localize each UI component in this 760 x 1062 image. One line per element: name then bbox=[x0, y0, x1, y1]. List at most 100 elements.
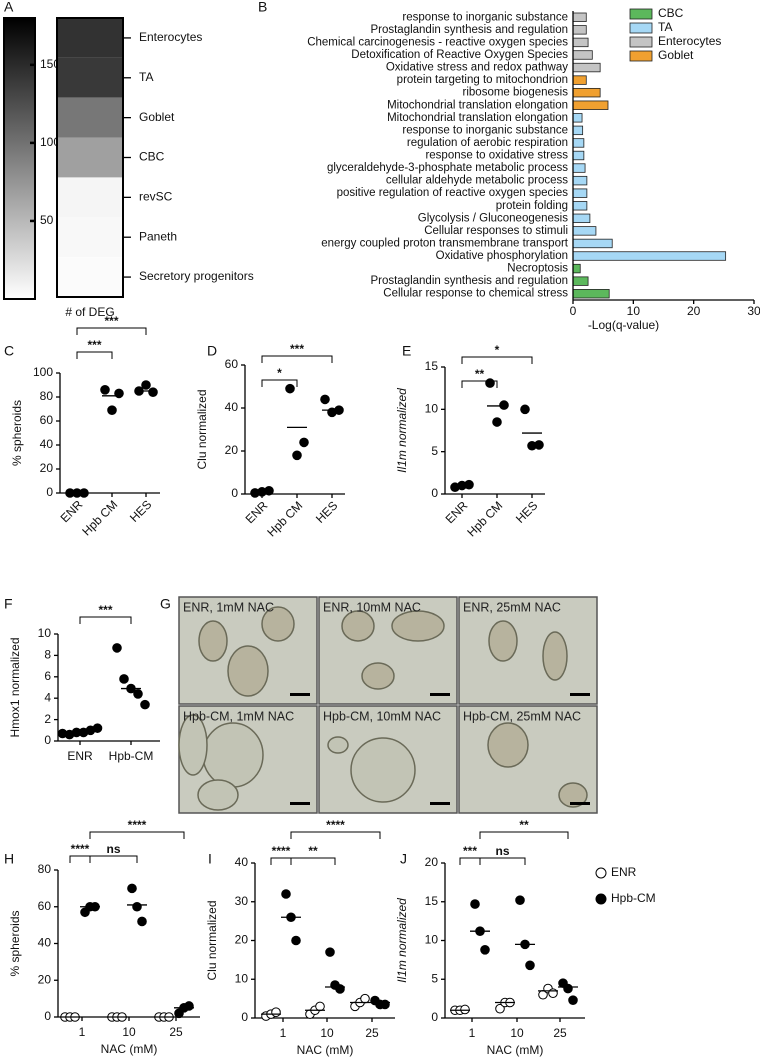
category-label: Secretory progenitors bbox=[139, 269, 254, 283]
y-axis-label: Hmox1 normalized bbox=[8, 637, 22, 737]
organoid bbox=[542, 631, 568, 681]
y-tick-label: 40 bbox=[235, 855, 249, 869]
category-label: energy coupled proton transmembrane tran… bbox=[321, 237, 569, 249]
y-tick-label: 10 bbox=[235, 971, 249, 985]
significance-label: *** bbox=[87, 338, 101, 352]
data-point bbox=[515, 895, 525, 906]
scale-bar bbox=[570, 693, 590, 696]
significance-label: *** bbox=[104, 314, 118, 328]
y-tick-label: 60 bbox=[38, 899, 52, 913]
colorbar-tick-label: 100 bbox=[40, 135, 60, 149]
data-point bbox=[380, 999, 390, 1010]
category-label: Detoxification of Reactive Oxygen Specie… bbox=[351, 49, 568, 61]
panel-letter: B bbox=[258, 0, 267, 15]
data-point bbox=[285, 383, 295, 394]
y-tick-label: 20 bbox=[38, 972, 52, 986]
x-tick-label: 10 bbox=[627, 304, 641, 318]
significance-bracket bbox=[89, 831, 185, 839]
data-point bbox=[107, 405, 117, 416]
legend-label: Goblet bbox=[658, 48, 694, 62]
x-tick-label: 20 bbox=[687, 304, 701, 318]
significance-label: **** bbox=[326, 818, 345, 832]
x-tick-label: HES bbox=[313, 498, 340, 525]
significance-bracket bbox=[79, 616, 132, 624]
organoid bbox=[341, 610, 375, 642]
y-tick-label: 0 bbox=[231, 486, 238, 500]
bar bbox=[572, 12, 587, 22]
data-point bbox=[132, 901, 142, 912]
y-tick-label: 60 bbox=[40, 413, 54, 427]
y-axis-label: % spheroids bbox=[8, 910, 22, 976]
category-label: Prostaglandin synthesis and regulation bbox=[370, 24, 568, 36]
colorbar-tick-label: 150 bbox=[40, 57, 60, 71]
panel-letter: F bbox=[4, 596, 13, 612]
x-axis-label: NAC (mM) bbox=[101, 1042, 158, 1056]
x-tick-label: 0 bbox=[570, 304, 577, 318]
legend-marker bbox=[595, 893, 607, 905]
data-point bbox=[548, 988, 558, 999]
bar bbox=[572, 163, 586, 173]
x-tick-label: 10 bbox=[510, 1026, 524, 1040]
category-label: response to inorganic substance bbox=[402, 11, 568, 23]
legend-swatch bbox=[629, 36, 653, 48]
data-point bbox=[470, 899, 480, 909]
bar bbox=[572, 150, 585, 161]
bar bbox=[572, 188, 588, 198]
bar bbox=[572, 37, 589, 48]
bar bbox=[572, 276, 589, 286]
scale-bar bbox=[290, 693, 310, 696]
bar bbox=[572, 201, 588, 211]
category-label: response to oxidative stress bbox=[425, 150, 568, 162]
x-tick-label: Hpb CM bbox=[264, 498, 305, 539]
legend-label: Enterocytes bbox=[658, 34, 721, 48]
significance-label: ** bbox=[475, 367, 485, 381]
category-label: Chemical carcinogenesis - reactive oxyge… bbox=[307, 36, 568, 48]
legend-swatch bbox=[629, 22, 653, 34]
data-point bbox=[525, 960, 535, 971]
significance-bracket bbox=[76, 351, 113, 359]
x-tick-label: ENR bbox=[58, 497, 86, 525]
y-tick-label: 20 bbox=[40, 461, 54, 475]
x-tick-label: 1 bbox=[280, 1026, 287, 1040]
bar bbox=[572, 125, 584, 136]
significance-label: ** bbox=[308, 844, 318, 858]
significance-bracket bbox=[270, 857, 292, 865]
organoid bbox=[261, 606, 295, 642]
bar bbox=[572, 50, 593, 60]
y-tick-label: 40 bbox=[38, 936, 52, 950]
y-tick-label: 15 bbox=[425, 359, 439, 373]
x-tick-label: 10 bbox=[320, 1026, 334, 1040]
organoid bbox=[197, 779, 239, 811]
significance-label: *** bbox=[98, 603, 112, 617]
x-tick-label: ENR bbox=[67, 749, 93, 763]
data-point bbox=[563, 983, 573, 994]
image-caption: ENR, 25mM NAC bbox=[463, 600, 561, 614]
organoid bbox=[488, 620, 518, 662]
category-label: Necroptosis bbox=[507, 263, 568, 275]
significance-bracket bbox=[461, 380, 498, 388]
data-point bbox=[499, 400, 509, 410]
y-tick-label: 20 bbox=[225, 443, 239, 457]
bar bbox=[572, 75, 587, 85]
y-axis-label: % spheroids bbox=[10, 400, 24, 466]
data-point bbox=[281, 889, 291, 899]
data-point bbox=[292, 450, 302, 461]
bar bbox=[572, 25, 587, 35]
x-tick-label: ENR bbox=[243, 498, 271, 526]
data-point bbox=[141, 380, 151, 390]
data-point bbox=[100, 385, 110, 395]
category-label: response to inorganic substance bbox=[402, 124, 568, 136]
colorbar-tick-label: 50 bbox=[40, 213, 54, 227]
panel-letter: I bbox=[208, 851, 212, 867]
y-tick-label: 6 bbox=[44, 669, 51, 683]
scale-bar bbox=[430, 693, 450, 696]
x-tick-label: 10 bbox=[122, 1025, 136, 1039]
x-tick-label: 25 bbox=[553, 1026, 567, 1040]
legend-label: Hpb-CM bbox=[611, 891, 656, 905]
significance-bracket bbox=[261, 379, 298, 387]
data-point bbox=[119, 674, 129, 684]
category-label: Enterocytes bbox=[139, 30, 202, 44]
x-tick-label: 30 bbox=[747, 304, 760, 318]
panel-letter: C bbox=[4, 343, 14, 359]
